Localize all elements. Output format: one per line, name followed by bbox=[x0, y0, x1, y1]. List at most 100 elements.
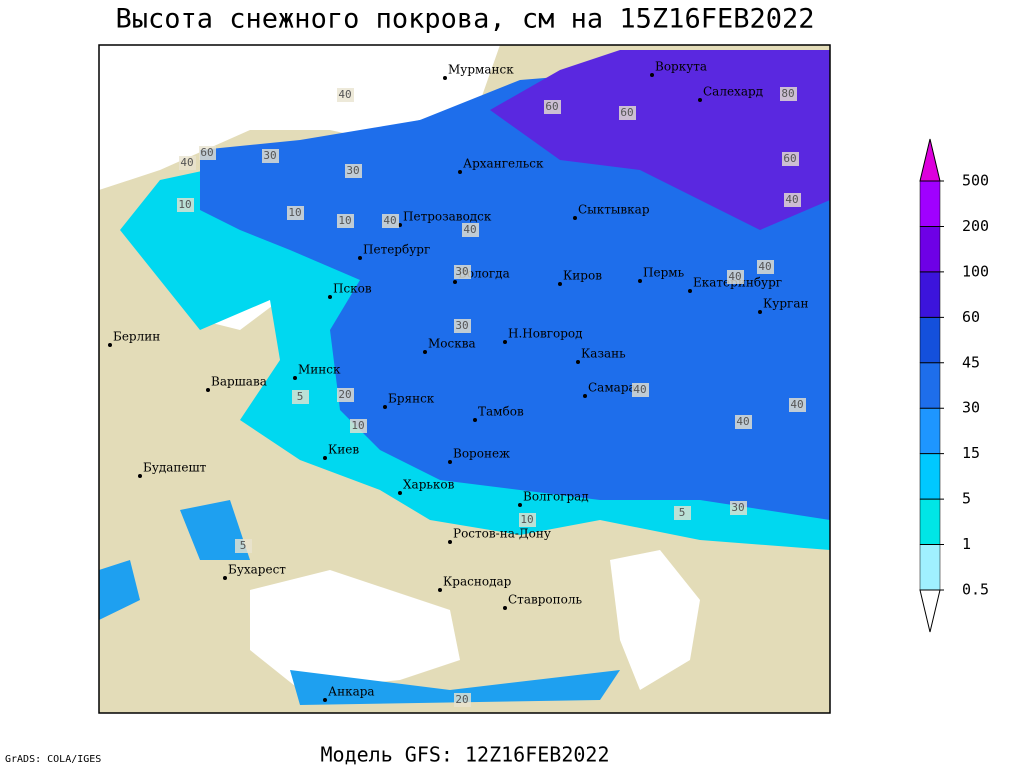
contour-label-box bbox=[179, 156, 196, 170]
city-label: Киев bbox=[328, 443, 359, 457]
city-dot bbox=[473, 418, 477, 422]
contour-label: 10 bbox=[338, 214, 351, 227]
city-label: Бухарест bbox=[228, 563, 286, 577]
city-dot bbox=[503, 606, 507, 610]
contour-label: 20 bbox=[338, 388, 351, 401]
city-dot bbox=[448, 540, 452, 544]
city-label: Самара bbox=[588, 381, 636, 395]
city-dot bbox=[206, 388, 210, 392]
credit: GrADS: COLA/IGES bbox=[5, 754, 101, 765]
city-label: Ростов-на-Дону bbox=[453, 527, 551, 541]
city-label: Будапешт bbox=[143, 461, 207, 475]
contour-label-box bbox=[789, 398, 806, 412]
city-label: Краснодар bbox=[443, 575, 512, 589]
contour-label: 60 bbox=[620, 106, 633, 119]
contour-label-box bbox=[735, 415, 752, 429]
city-dot bbox=[423, 350, 427, 354]
city-dot bbox=[438, 588, 442, 592]
contour-label-box bbox=[674, 506, 691, 520]
map bbox=[98, 44, 831, 714]
city-label: Тамбов bbox=[478, 405, 524, 419]
city-dot bbox=[758, 310, 762, 314]
contour-label-box bbox=[287, 206, 304, 220]
city-label: Киров bbox=[563, 269, 602, 283]
contour-label: 40 bbox=[728, 270, 741, 283]
title: Высота снежного покрова, см на 15Z16FEB2… bbox=[116, 4, 815, 35]
contour-label: 80 bbox=[781, 87, 794, 100]
contour-label: 5 bbox=[679, 506, 686, 519]
contour-label: 40 bbox=[633, 383, 646, 396]
contour-label-box bbox=[382, 214, 399, 228]
colorbar-label: 45 bbox=[962, 353, 980, 371]
colorbar-segment bbox=[919, 362, 941, 409]
contour-label: 10 bbox=[520, 513, 533, 526]
contour-label-box bbox=[780, 87, 797, 101]
colorbar-segment bbox=[919, 271, 941, 318]
snow-patch bbox=[99, 500, 620, 705]
city-label: Брянск bbox=[388, 392, 435, 406]
city-label: Москва bbox=[428, 337, 476, 351]
contour-label-box bbox=[262, 149, 279, 163]
contour-label: 40 bbox=[758, 260, 771, 273]
contour-label: 30 bbox=[346, 164, 359, 177]
city-dot bbox=[223, 576, 227, 580]
contour-label-box bbox=[235, 539, 252, 553]
colorbar-label: 500 bbox=[962, 172, 989, 190]
city-dot bbox=[358, 256, 362, 260]
colorbar-segment bbox=[919, 317, 941, 364]
contour-label-box bbox=[519, 513, 536, 527]
snow-deep bbox=[490, 50, 830, 230]
contour-label-box bbox=[199, 146, 216, 160]
contour-label: 30 bbox=[455, 319, 468, 332]
contour-label-box bbox=[727, 270, 744, 284]
contour-label-box bbox=[337, 388, 354, 402]
city-dot bbox=[323, 698, 327, 702]
city-dot bbox=[518, 503, 522, 507]
city-label: Минск bbox=[298, 363, 341, 377]
contour-label-box bbox=[730, 501, 747, 515]
contour-label-box bbox=[350, 419, 367, 433]
city-label: Архангельск bbox=[463, 157, 544, 171]
colorbar-label: 60 bbox=[962, 308, 980, 326]
colorbar-segment bbox=[919, 180, 941, 227]
colorbar-label: 5 bbox=[962, 490, 971, 508]
caspian-sea bbox=[610, 550, 700, 690]
contour-label: 5 bbox=[240, 539, 247, 552]
colorbar-label: 0.5 bbox=[962, 581, 989, 599]
city-dot bbox=[698, 98, 702, 102]
city-label: Харьков bbox=[403, 478, 455, 492]
contour-label-box bbox=[337, 214, 354, 228]
contour-label: 40 bbox=[785, 193, 798, 206]
city-dot bbox=[576, 360, 580, 364]
colorbar-segment bbox=[919, 407, 941, 454]
city-dot bbox=[323, 456, 327, 460]
contour-label: 60 bbox=[200, 146, 213, 159]
city-dot bbox=[448, 460, 452, 464]
contour-label: 30 bbox=[263, 149, 276, 162]
city-label: Курган bbox=[763, 297, 808, 311]
colorbar-label: 100 bbox=[962, 262, 989, 280]
colorbar-segment bbox=[919, 226, 941, 273]
contour-label: 40 bbox=[736, 415, 749, 428]
city-label: Анкара bbox=[328, 685, 375, 699]
colorbar-label: 200 bbox=[962, 217, 989, 235]
contour-label: 40 bbox=[383, 214, 396, 227]
city-label: Варшава bbox=[211, 375, 267, 389]
contour-label-box bbox=[454, 319, 471, 333]
colorbar-label: 1 bbox=[962, 535, 971, 553]
contour-label: 40 bbox=[180, 156, 193, 169]
city-dot bbox=[503, 340, 507, 344]
city-dot bbox=[650, 73, 654, 77]
contour-label: 30 bbox=[455, 265, 468, 278]
contour-label-box bbox=[292, 390, 309, 404]
contour-label-box bbox=[177, 198, 194, 212]
city-dot bbox=[573, 216, 577, 220]
city-label: Берлин bbox=[113, 330, 160, 344]
contour-label: 60 bbox=[545, 100, 558, 113]
city-label: Петербург bbox=[363, 243, 430, 257]
contour-label: 5 bbox=[297, 390, 304, 403]
contour-label-box bbox=[757, 260, 774, 274]
colorbar-low bbox=[919, 589, 941, 633]
contour-label-box bbox=[782, 152, 799, 166]
